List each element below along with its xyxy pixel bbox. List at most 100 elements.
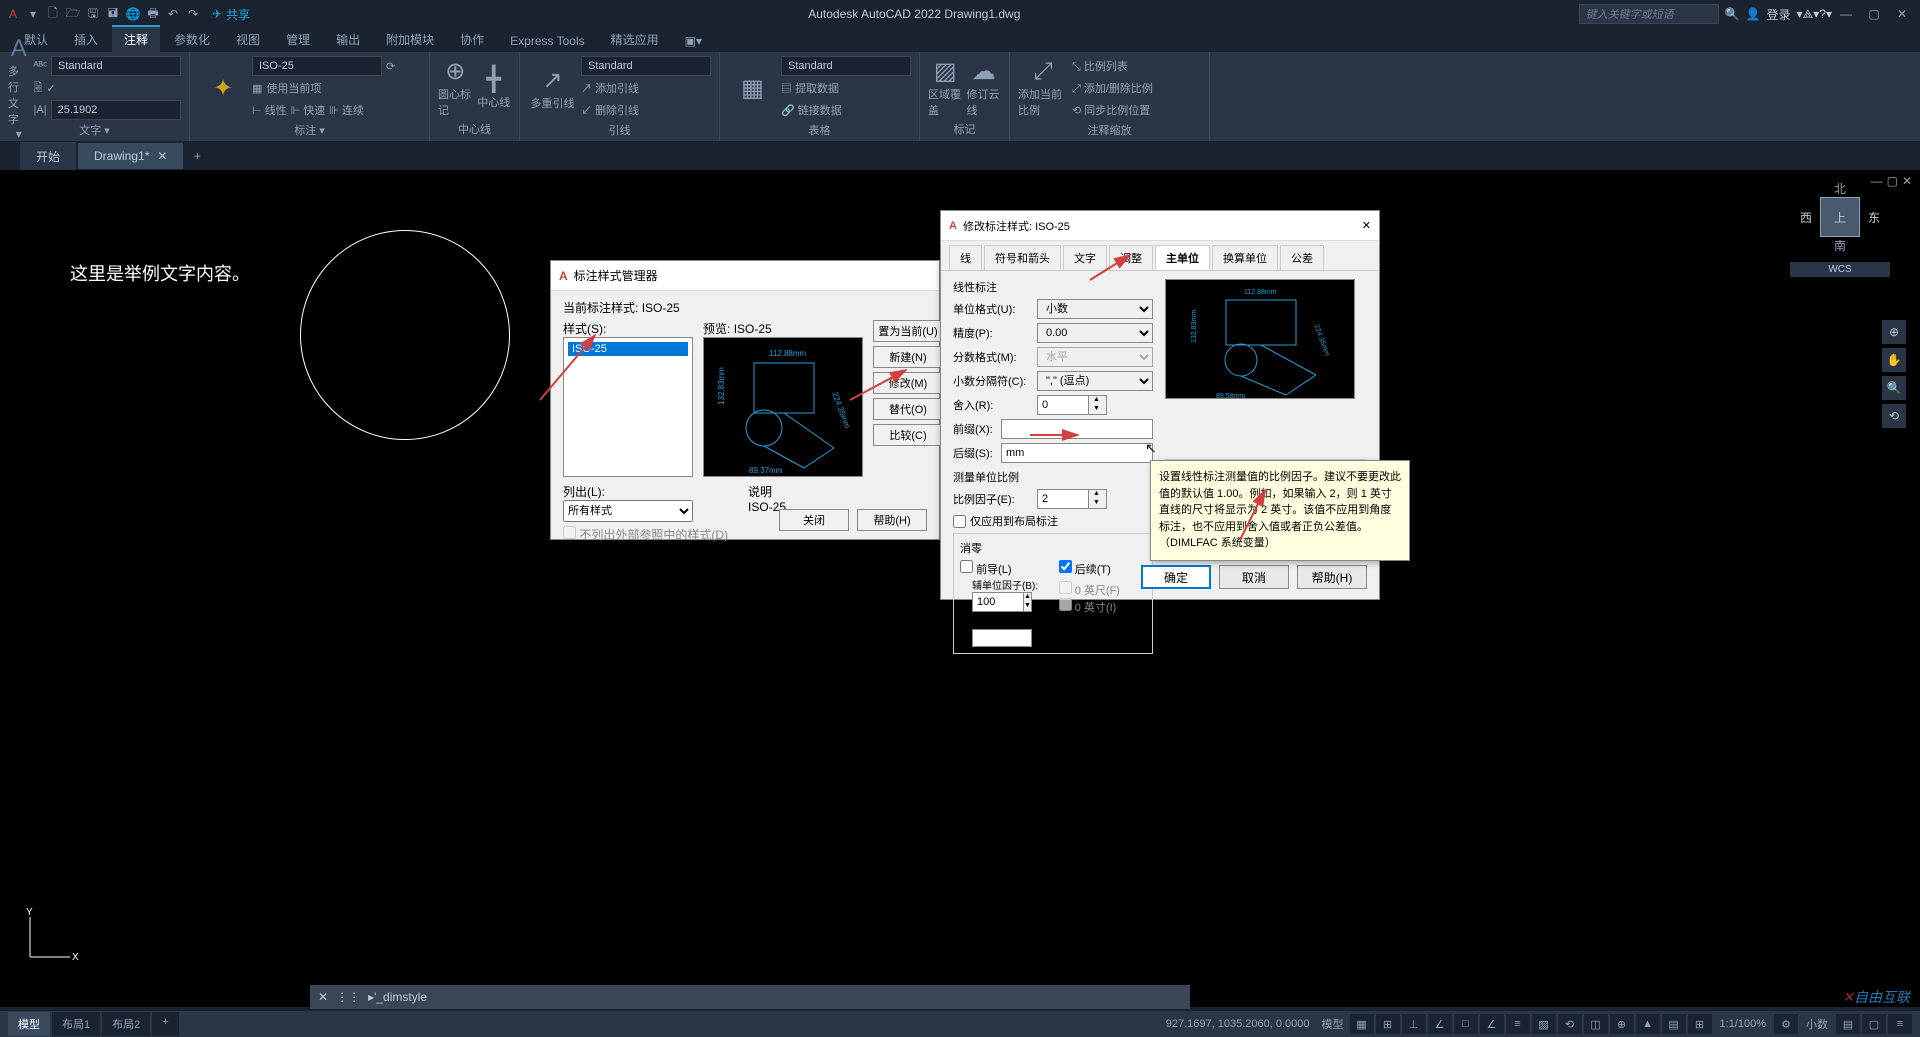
new-icon[interactable]: 🗋 [44,5,62,23]
cmdline-handle-icon[interactable]: ⋮⋮ [336,990,360,1004]
redo-icon[interactable]: ↷ [184,5,202,23]
osnap-icon[interactable]: □ [1454,1014,1478,1034]
3dosnap-icon[interactable]: ◫ [1584,1014,1608,1034]
dimension-button[interactable]: ✦ [198,58,248,118]
dialog2-close-icon[interactable]: ✕ [1362,219,1371,232]
lweight-icon[interactable]: ≡ [1506,1014,1530,1034]
mleader-button[interactable]: ↗多重引线 [528,58,577,118]
leading-checkbox[interactable] [960,560,973,573]
ortho-icon[interactable]: ⊥ [1402,1014,1426,1034]
zoom-icon[interactable]: 🔍 [1882,376,1906,400]
addscale-button[interactable]: ⤢添加当前比例 [1018,58,1068,118]
pan-icon[interactable]: ✋ [1882,348,1906,372]
style-item-iso25[interactable]: ISO-25 [568,342,688,356]
extract-button[interactable]: ▤ 提取数据 [781,80,839,96]
gear-icon[interactable]: ⚙ [1774,1014,1798,1034]
share-button[interactable]: ✈ 共享 [212,6,250,23]
spin-down-icon[interactable]: ▼ [1088,405,1104,414]
user-icon[interactable]: 👤 [1746,7,1761,21]
help-button[interactable]: 帮助(H) [1297,565,1367,589]
dtab-primary[interactable]: 主单位 [1155,245,1210,270]
tab-featured[interactable]: 精选应用 [599,27,671,52]
save-icon[interactable]: 🖫 [84,5,102,23]
cycling-icon[interactable]: ⟲ [1558,1014,1582,1034]
suffix-input[interactable] [1001,443,1153,463]
override-button[interactable]: 替代(O) [873,398,943,420]
quick-button[interactable]: ⊩ 快速 [291,102,326,118]
dtab-symbols[interactable]: 符号和箭头 [984,245,1061,270]
modify-button[interactable]: 修改(M) [873,372,943,394]
removeleader-button[interactable]: ↙ 删除引线 [581,102,639,118]
layout-2[interactable]: 布局2 [102,1012,150,1036]
autodesk-app-icon[interactable]: ⟁ [1803,7,1814,22]
autocad-logo-icon[interactable]: A [4,5,22,23]
compare-button[interactable]: 比较(C) [873,424,943,446]
mtext-button[interactable]: A 多行文字 ▾ [8,58,30,118]
tab-start[interactable]: 开始 [20,142,76,171]
login-label[interactable]: 登录 [1766,6,1790,23]
dtab-line[interactable]: 线 [949,245,982,270]
dialog1-titlebar[interactable]: A 标注样式管理器 [551,261,939,291]
grid-icon[interactable]: ▦ [1350,1014,1374,1034]
abc-icon[interactable]: ᴬᴮᶜ [34,60,47,72]
layout-model[interactable]: 模型 [8,1012,50,1036]
cmdline-close-icon[interactable]: ✕ [318,990,328,1004]
viewcube-top[interactable]: 上 [1820,197,1860,237]
addleader-button[interactable]: ↗ 添加引线 [581,80,639,96]
spin-up-icon[interactable]: ▲ [1088,490,1104,499]
help-icon[interactable]: ? [1819,7,1826,21]
saveas-icon[interactable]: 🖬 [104,5,122,23]
dtab-alternate[interactable]: 换算单位 [1212,245,1278,270]
layoutonly-checkbox[interactable] [953,515,966,528]
table-button[interactable]: ▦ [728,58,777,118]
plot-icon[interactable]: 🖶 [144,5,162,23]
trailing-checkbox[interactable] [1059,560,1072,573]
subfactor-spinner[interactable]: ▲▼ [972,592,1032,612]
otrack-icon[interactable]: ∠ [1480,1014,1504,1034]
height-icon[interactable]: |A| [34,104,47,116]
dtab-tolerance[interactable]: 公差 [1280,245,1324,270]
tab-annotate[interactable]: 注释 [112,25,160,52]
close-button[interactable]: 关闭 [779,509,849,531]
link-button[interactable]: 🔗 链接数据 [781,102,842,118]
qprop-icon[interactable]: ▤ [1662,1014,1686,1034]
centermark-button[interactable]: ⊕圆心标记 [438,58,473,118]
find-icon[interactable]: 🗟 [34,79,43,98]
clean-icon[interactable]: ▢ [1862,1014,1886,1034]
unit-format-select[interactable]: 小数 [1037,299,1153,319]
check-icon[interactable]: ✓ [46,82,55,95]
panel-leader-label[interactable]: 引线 [528,120,711,138]
subsuffix-input[interactable] [972,629,1032,647]
menu-dropdown-icon[interactable]: ▾ [24,5,42,23]
scale-factor-spinner[interactable]: ▲▼ [1037,489,1107,509]
centerline-button[interactable]: ╋中心线 [477,58,512,118]
panel-dim-label[interactable]: 标注 ▾ [198,120,421,138]
polar-icon[interactable]: ∠ [1428,1014,1452,1034]
tab-drawing1[interactable]: Drawing1*✕ [78,143,183,169]
dtab-text[interactable]: 文字 [1063,245,1107,270]
continue-button[interactable]: ⊪ 连续 [329,102,364,118]
panel-table-label[interactable]: 表格 [728,120,911,138]
search-input[interactable]: 键入关键字或短语 [1579,4,1719,24]
tab-close-icon[interactable]: ✕ [157,149,167,163]
undo-icon[interactable]: ↶ [164,5,182,23]
web-icon[interactable]: 🌐 [124,5,142,23]
units-icon[interactable]: ⊞ [1688,1014,1712,1034]
tab-insert[interactable]: 插入 [62,27,110,52]
decimal-display[interactable]: 小数 [1806,1016,1828,1032]
minimize-button[interactable]: — [1832,3,1860,25]
text-height-input[interactable] [51,100,181,120]
dim-update-icon[interactable]: ⟳ [386,60,395,73]
ok-button[interactable]: 确定 [1141,565,1211,589]
view-cube[interactable]: 北 西 上 东 南 WCS [1790,180,1890,300]
tab-parametric[interactable]: 参数化 [162,27,222,52]
tab-addon[interactable]: 附加模块 [374,27,446,52]
help-button[interactable]: 帮助(H) [857,509,927,531]
customize-icon[interactable]: ▤ [1836,1014,1860,1034]
spin-down-icon[interactable]: ▼ [1088,499,1104,508]
dtab-fit[interactable]: 调整 [1109,245,1153,270]
snap-icon[interactable]: ⊞ [1376,1014,1400,1034]
wcs-label[interactable]: WCS [1790,262,1890,277]
maximize-button[interactable]: ▢ [1860,3,1888,25]
setcurrent-button[interactable]: 置为当前(U) [873,320,943,342]
